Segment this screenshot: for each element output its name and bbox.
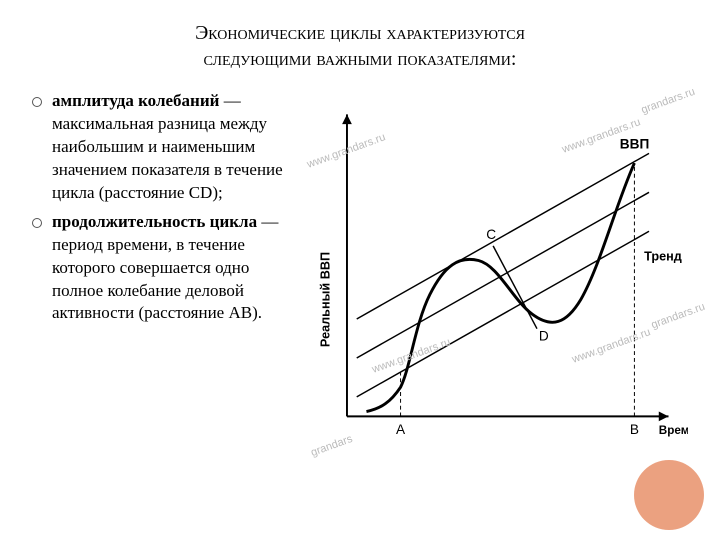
title-line-1: Экономические циклы характеризуются [195, 22, 525, 44]
list-item: продолжительность цикла — период времени… [30, 211, 290, 326]
point-c: C [486, 227, 496, 242]
x-axis-label: Время [659, 424, 688, 437]
text-column: амплитуда колебаний — максимальная разни… [30, 90, 290, 475]
bullet-bold: продолжительность цикла [52, 212, 257, 231]
content-row: амплитуда колебаний — максимальная разни… [30, 90, 690, 475]
point-d: D [539, 328, 549, 343]
bbp-label: ВВП [620, 136, 649, 151]
bullet-bold: амплитуда колебаний [52, 91, 219, 110]
chart-column: Реальный ВВП Время ВВП Тренд A B C D [308, 90, 690, 475]
vertical-dashed [401, 163, 635, 416]
trend-label: Тренд [644, 250, 682, 264]
point-a: A [396, 422, 406, 437]
list-item: амплитуда колебаний — максимальная разни… [30, 90, 290, 205]
point-b: B [630, 422, 639, 437]
bullet-list: амплитуда колебаний — максимальная разни… [30, 90, 290, 325]
economic-cycle-chart: Реальный ВВП Время ВВП Тренд A B C D [308, 90, 688, 470]
y-axis-label: Реальный ВВП [318, 252, 332, 347]
title-line-2: следующими важными показателями: [204, 48, 517, 70]
slide-container: Экономические циклы характеризуются след… [0, 0, 720, 540]
trend-lines [357, 153, 649, 397]
slide-title: Экономические циклы характеризуются след… [30, 20, 690, 72]
cycle-curve [366, 163, 634, 411]
